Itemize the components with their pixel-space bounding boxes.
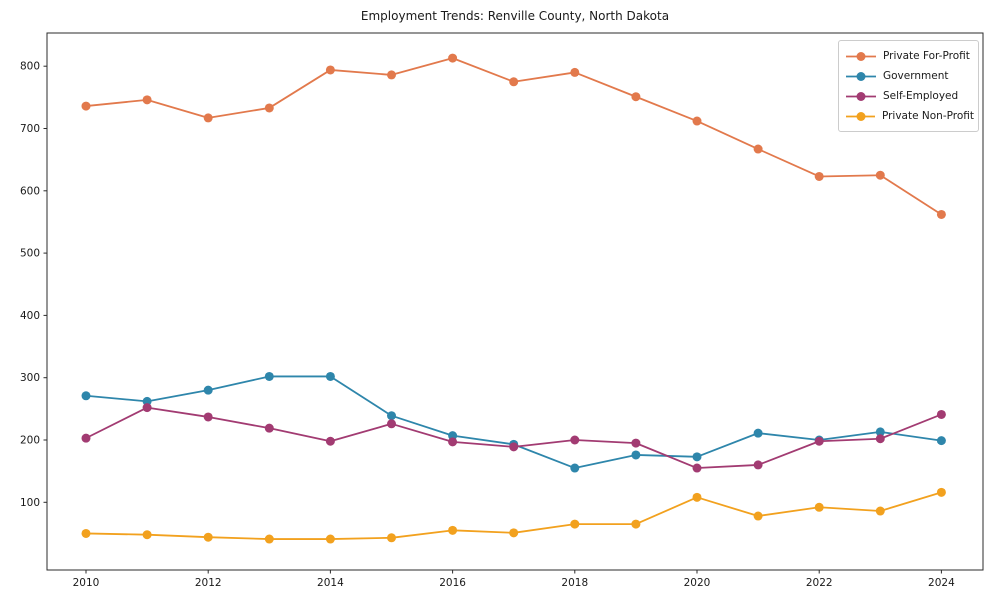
x-tick-label: 2018 [561, 577, 588, 589]
y-tick-label: 700 [20, 123, 40, 135]
data-point [81, 101, 91, 111]
x-tick-label: 2012 [195, 577, 222, 589]
data-point [448, 437, 458, 447]
chart-title: Employment Trends: Renville County, Nort… [360, 9, 670, 23]
legend-label: Government [883, 70, 949, 82]
data-point [203, 412, 213, 422]
data-point [264, 534, 274, 544]
data-point [81, 528, 91, 538]
data-point [448, 525, 458, 535]
data-point [142, 95, 152, 105]
data-point [448, 431, 458, 441]
data-point [264, 103, 274, 113]
data-point [692, 492, 702, 502]
data-point [753, 511, 763, 521]
data-point [387, 411, 396, 421]
plot-frame [46, 32, 984, 571]
data-point [753, 428, 763, 438]
data-point [142, 396, 152, 406]
legend-entry: Self-Employed [846, 86, 974, 106]
data-point [753, 460, 763, 470]
data-point [936, 436, 946, 446]
legend-label: Self-Employed [883, 90, 959, 102]
data-point [631, 438, 641, 448]
data-point [203, 532, 213, 542]
data-point [509, 442, 519, 452]
y-tick-label: 400 [20, 310, 40, 322]
data-point [81, 433, 91, 443]
y-tick-label: 800 [20, 61, 40, 73]
data-point [264, 423, 274, 433]
legend-swatch-icon [846, 51, 876, 61]
data-point [203, 385, 213, 395]
data-point [325, 371, 335, 381]
legend-swatch-icon [846, 91, 876, 101]
legend-swatch-icon [846, 111, 875, 121]
data-point [325, 65, 335, 75]
x-tick-label: 2014 [317, 577, 344, 589]
data-point [142, 403, 152, 413]
data-point [387, 533, 396, 543]
data-point [570, 67, 580, 77]
legend: Private For-Profit Government Self-Employe… [838, 40, 979, 132]
y-tick-label: 600 [20, 185, 40, 197]
data-point [570, 519, 580, 529]
series-line-government [85, 375, 942, 469]
legend-label: Private For-Profit [883, 50, 970, 62]
data-point [631, 519, 641, 529]
legend-label: Private Non-Profit [881, 110, 974, 122]
data-point [875, 506, 885, 516]
x-tick-label: 2020 [684, 577, 711, 589]
legend-entry: Private Non-Profit [846, 106, 974, 126]
data-point [692, 452, 702, 462]
data-point [509, 77, 519, 87]
x-tick-label: 2016 [439, 577, 466, 589]
data-point [692, 116, 702, 126]
data-point [81, 391, 91, 401]
x-tick-label: 2024 [928, 577, 955, 589]
legend-entry: Government [846, 66, 974, 86]
x-tick-label: 2010 [73, 577, 100, 589]
data-point [814, 502, 824, 512]
data-point [692, 463, 702, 473]
data-point [509, 528, 519, 538]
data-point [448, 53, 458, 63]
data-point [387, 419, 396, 429]
data-point [264, 371, 274, 381]
y-tick-label: 100 [20, 497, 40, 509]
data-point [936, 409, 946, 419]
y-tick-label: 300 [20, 372, 40, 384]
data-point [875, 170, 885, 180]
data-point [631, 450, 641, 460]
data-point [203, 113, 213, 123]
data-point [753, 144, 763, 154]
data-point [387, 70, 396, 80]
data-point [875, 434, 885, 444]
data-point [570, 463, 580, 473]
legend-entry: Private For-Profit [846, 46, 974, 66]
y-tick-label: 200 [20, 435, 40, 447]
series-line-self-employed [85, 406, 942, 469]
data-point [875, 427, 885, 437]
data-point [325, 534, 335, 544]
data-point [142, 530, 152, 540]
data-point [325, 436, 335, 446]
data-point [814, 171, 824, 181]
data-point [936, 487, 946, 497]
x-tick-label: 2022 [806, 577, 833, 589]
y-tick-label: 500 [20, 248, 40, 260]
data-point [631, 92, 641, 102]
data-point [570, 435, 580, 445]
data-point [936, 209, 946, 219]
data-point [814, 436, 824, 446]
legend-swatch-icon [846, 71, 876, 81]
